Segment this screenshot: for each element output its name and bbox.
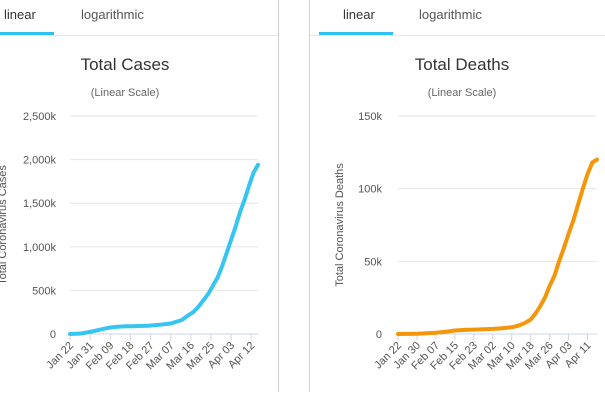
tab-logarithmic-deaths[interactable]: logarithmic [419, 7, 482, 22]
scale-tabs-cases: linear logarithmic [0, 0, 278, 36]
tab-logarithmic-cases[interactable]: logarithmic [81, 7, 144, 22]
y-tick-label: 2,500k [23, 111, 57, 123]
chart-title: Total Deaths [414, 55, 510, 74]
y-tick-label: 500k [32, 285, 56, 297]
y-tick-label: 2,000k [23, 155, 57, 167]
y-tick-label: 1,000k [23, 242, 57, 254]
panel-divider [278, 0, 279, 392]
y-axis-label: Total Coronavirus Cases [0, 165, 9, 285]
active-tab-indicator [319, 32, 393, 35]
chart-subtitle: (Linear Scale) [90, 87, 160, 99]
chart-title: Total Cases [80, 55, 170, 74]
y-tick-label: 100k [358, 184, 382, 196]
y-tick-label: 0 [50, 329, 56, 341]
tab-linear-deaths[interactable]: linear [343, 7, 375, 22]
y-tick-label: 1,500k [23, 198, 57, 210]
y-tick-label: 150k [358, 111, 382, 123]
series-line [68, 162, 260, 336]
y-tick-label: 50k [364, 256, 382, 268]
y-axis-label: Total Coronavirus Deaths [334, 163, 346, 287]
panel-divider [309, 0, 310, 392]
scale-tabs-deaths: linear logarithmic [310, 0, 605, 36]
total-deaths-chart-panel: linear logarithmic Total Deaths (Linear … [310, 0, 605, 413]
y-tick-label: 0 [376, 329, 382, 341]
total-cases-chart-panel: linear logarithmic Total Cases (Linear S… [0, 0, 278, 413]
cases-line-chart: 0 500k 1,000k 1,500k 2,000k 2,500k Total Coron… [0, 111, 260, 372]
tab-linear-cases[interactable]: linear [4, 7, 36, 22]
active-tab-indicator [0, 32, 54, 35]
series-line [396, 157, 599, 336]
chart-subtitle: (Linear Scale) [427, 87, 497, 99]
